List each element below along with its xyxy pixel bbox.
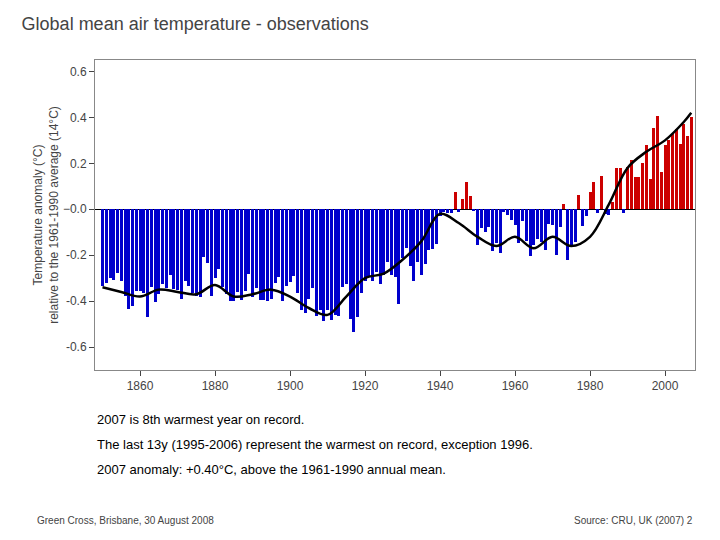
svg-text:2000: 2000 [652,379,679,393]
svg-text:-0.2: -0.2 [66,248,87,262]
svg-text:0.4: 0.4 [70,111,87,125]
svg-text:1940: 1940 [427,379,454,393]
svg-text:-0.6: -0.6 [66,340,87,354]
svg-text:1980: 1980 [577,379,604,393]
svg-text:1860: 1860 [127,379,154,393]
svg-text:0.6: 0.6 [70,65,87,79]
svg-text:1900: 1900 [277,379,304,393]
svg-text:−0.0: −0.0 [63,202,87,216]
svg-text:1920: 1920 [352,379,379,393]
svg-text:1880: 1880 [202,379,229,393]
svg-text:Source: CRU, UK (2007) 2: Source: CRU, UK (2007) 2 [574,515,693,526]
svg-text:2007 anomaly: +0.40°C, above t: 2007 anomaly: +0.40°C, above the 1961-19… [97,462,446,477]
svg-text:Green Cross, Brisbane, 30 Augu: Green Cross, Brisbane, 30 August 2008 [37,515,214,526]
svg-text:2007 is 8th warmest year on re: 2007 is 8th warmest year on record. [97,412,304,427]
svg-text:Temperature anomaly (°C)relati: Temperature anomaly (°C)relative to the … [31,106,61,324]
svg-text:0.2: 0.2 [70,157,87,171]
svg-text:Global mean air temperature -: Global mean air temperature - observatio… [22,14,369,34]
svg-text:The last 13y (1995-2006) repre: The last 13y (1995-2006) represent the w… [97,437,533,452]
svg-text:-0.4: -0.4 [66,294,87,308]
svg-text:1960: 1960 [502,379,529,393]
